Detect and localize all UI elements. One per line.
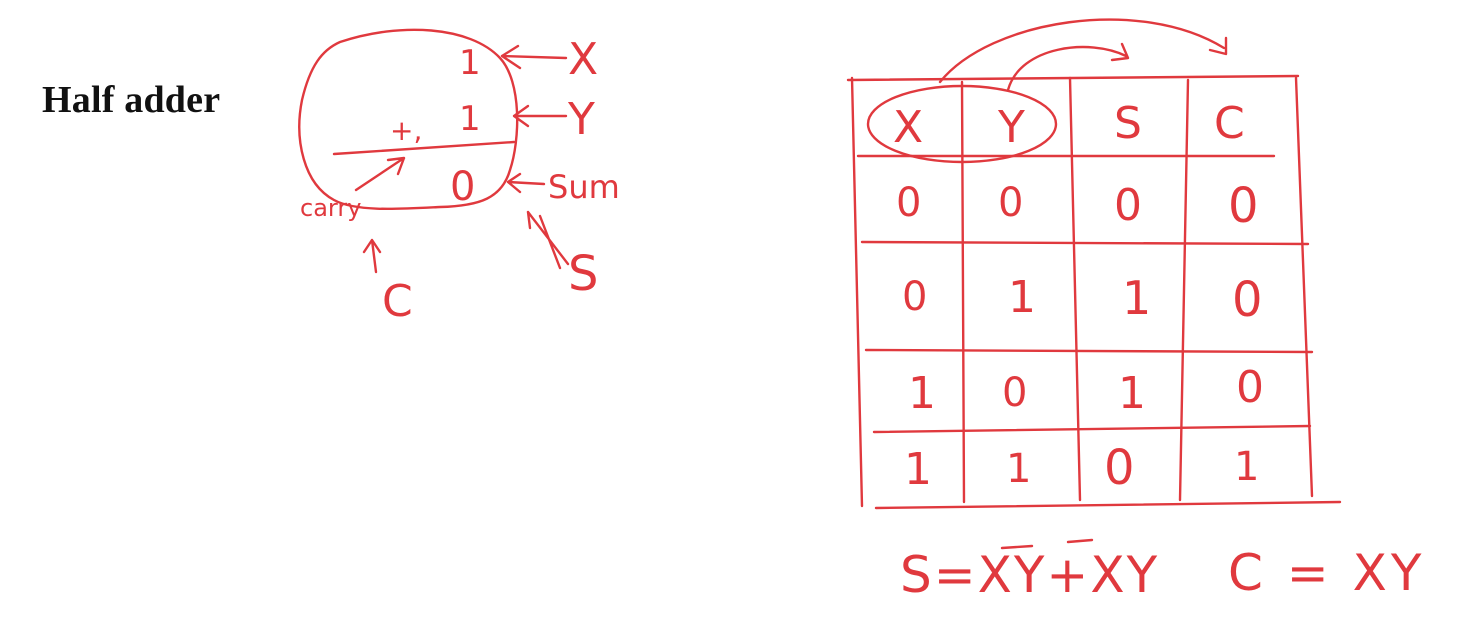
table-bottom-line [874, 500, 1342, 510]
table-cell: 0 [896, 180, 921, 226]
y-to-s-arrow [1006, 42, 1130, 92]
header-x: X [893, 102, 923, 153]
table-cell: 0 [1104, 440, 1135, 496]
table-cell: 1 [904, 444, 932, 495]
table-right-line [1294, 76, 1314, 498]
sum-arrow [506, 172, 546, 194]
x-digit: 1 [459, 43, 481, 83]
table-cell: 0 [1228, 178, 1259, 234]
table-cell: 0 [1002, 370, 1027, 416]
header-s: S [1114, 98, 1142, 149]
carry-equation: C = XY [1228, 544, 1425, 602]
table-row-line [864, 348, 1314, 354]
header-c: C [1214, 98, 1245, 149]
x-bar-over-sum [1066, 538, 1094, 544]
sum-equation: S=XY+XY [900, 546, 1159, 604]
y-arrow [512, 104, 568, 128]
adder-blob-outline [298, 28, 519, 211]
c-label: C [382, 276, 413, 327]
half-adder-sketch: 1 1 +, 0 X Y Sum carry C S [298, 28, 620, 327]
table-cell: 0 [902, 274, 927, 320]
x-arrow [500, 44, 568, 70]
table-cell: 1 [908, 368, 936, 419]
x-to-c-arrow [938, 18, 1228, 84]
sum-label: Sum [548, 168, 620, 206]
table-column-line [1068, 76, 1082, 502]
carry-label: carry [300, 194, 361, 222]
table-cell: 1 [1006, 446, 1031, 492]
table-cell: 1 [1234, 444, 1259, 490]
addition-line [332, 140, 516, 156]
sum-digit: 0 [450, 164, 475, 210]
table-cell: 0 [1114, 180, 1142, 231]
truth-table: X Y S C 0 0 0 0 0 1 1 0 1 0 1 0 1 1 0 1 [846, 18, 1342, 510]
table-column-line [960, 80, 966, 504]
s-label: S [568, 246, 598, 302]
y-bar-over-sum [1000, 544, 1034, 550]
y-digit: 1 [459, 99, 481, 139]
table-cell: 0 [1232, 272, 1263, 328]
table-column-line [1178, 78, 1190, 502]
page-title: Half adder [42, 79, 221, 121]
table-row-line [860, 240, 1310, 246]
xy-header-circle [866, 84, 1058, 164]
table-cell: 1 [1008, 272, 1036, 323]
x-label: X [568, 34, 598, 85]
equations: S=XY+XY C = XY [900, 538, 1425, 604]
table-cell: 1 [1118, 368, 1146, 419]
c-arrow [362, 238, 382, 274]
table-row-line [872, 424, 1312, 434]
table-cell: 1 [1122, 271, 1151, 325]
plus-sign: +, [390, 114, 422, 147]
s-arrow-double [526, 210, 570, 270]
table-cell: 0 [998, 180, 1023, 226]
table-top-line [846, 74, 1300, 82]
carry-arrow [354, 156, 406, 192]
table-left-line [850, 76, 864, 508]
header-y: Y [997, 102, 1025, 153]
table-cell: 0 [1236, 362, 1264, 413]
y-label: Y [567, 94, 595, 145]
